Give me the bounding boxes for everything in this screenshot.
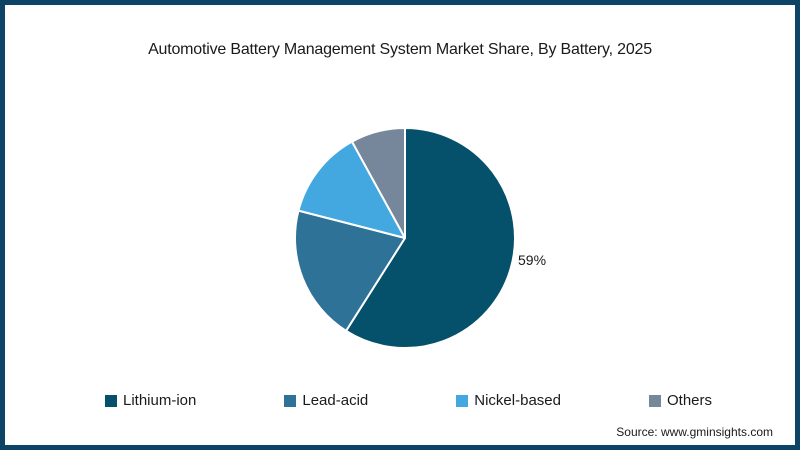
source-note: Source: www.gminsights.com — [616, 425, 773, 439]
value-label-lithium-ion: 59% — [518, 252, 547, 268]
legend-label: Lithium-ion — [123, 392, 197, 409]
legend-item-others: Others — [648, 392, 712, 409]
chart-title: Automotive Battery Management System Mar… — [148, 41, 652, 58]
legend: Lithium-ion Lead-acid Nickel-based Other… — [105, 392, 712, 409]
pie-slice-lead-acid — [294, 209, 406, 332]
legend-swatch — [648, 394, 661, 407]
legend-swatch — [284, 394, 297, 407]
legend-label: Others — [666, 392, 712, 409]
pie-slice-nickel-based — [297, 140, 406, 239]
legend-label: Nickel-based — [474, 392, 561, 409]
pie-chart-svg — [294, 127, 516, 349]
pie-slice-others — [351, 127, 406, 239]
legend-swatch — [105, 394, 117, 407]
legend-item-nickel-based: Nickel-based — [456, 392, 561, 409]
pie-slice-lithium-ion — [345, 127, 516, 349]
legend-item-lead-acid: Lead-acid — [284, 392, 368, 409]
legend-label: Lead-acid — [302, 392, 369, 409]
legend-item-lithium-ion: Lithium-ion — [105, 392, 196, 409]
legend-swatch — [456, 394, 469, 407]
